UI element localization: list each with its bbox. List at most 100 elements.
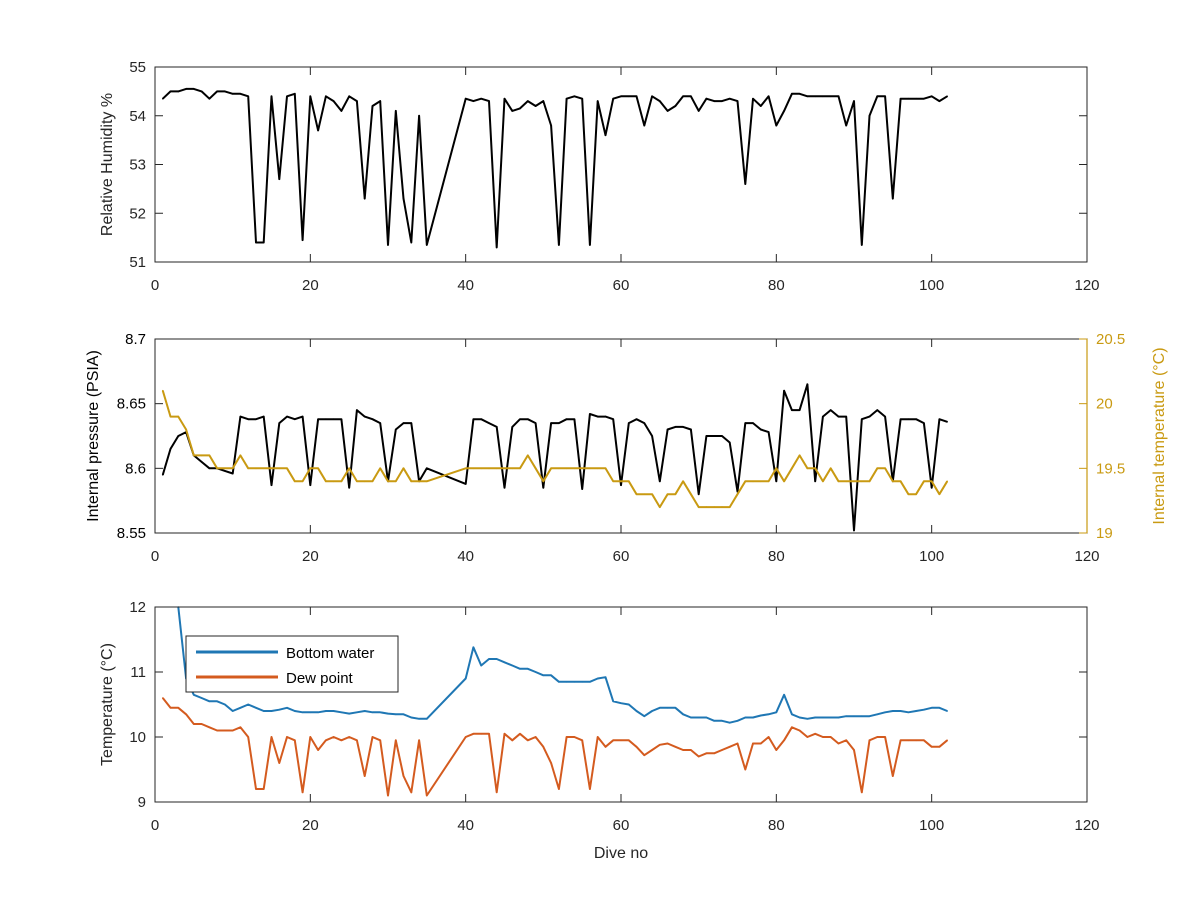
pressure-point [332, 418, 335, 421]
internal-temperature-point [659, 506, 661, 508]
dew-point-point [270, 736, 273, 738]
pressure-x-tick-label: 80 [768, 548, 785, 565]
humidity-point [690, 95, 692, 98]
pressure-point [488, 422, 490, 424]
pressure-point [286, 415, 288, 418]
internal-temperature-point [674, 493, 677, 496]
internal-temperature-point [309, 467, 312, 470]
humidity-point [270, 95, 273, 98]
pressure-point [340, 418, 343, 421]
dew-point-point [868, 739, 871, 742]
bottom-water-point [752, 716, 754, 719]
humidity-point [309, 95, 312, 98]
bottom-water-point [907, 711, 910, 714]
internal-temperature-point [853, 480, 855, 483]
internal-temperature-point [278, 467, 281, 470]
bottom-water-point [317, 711, 319, 714]
bottom-water-point [596, 677, 599, 680]
internal-temperature-point [837, 480, 840, 483]
humidity-y-tick-label: 55 [129, 59, 146, 76]
internal-temperature-point [200, 454, 203, 457]
bottom-water-point [853, 715, 855, 717]
humidity-point [915, 97, 917, 100]
humidity-point [519, 107, 521, 110]
dew-point-point [480, 733, 483, 735]
humidity-point [806, 95, 809, 98]
internal-temperature-point [558, 467, 560, 470]
humidity-point [596, 100, 599, 102]
dew-point-point [899, 739, 902, 742]
bottom-water-point [301, 711, 304, 714]
dew-point-point [247, 736, 249, 738]
dew-point-point [853, 749, 855, 751]
bottom-water-point [200, 697, 203, 699]
humidity-point [721, 100, 723, 102]
humidity-point [278, 178, 281, 180]
bottom-water-point [861, 715, 863, 717]
humidity-point [294, 93, 296, 95]
humidity-point [534, 105, 537, 107]
humidity-point [325, 95, 327, 98]
dew-point-point [938, 746, 941, 748]
dew-point-point [511, 739, 514, 742]
pressure-point [767, 431, 770, 433]
humidity-point [317, 129, 319, 132]
pressure-point [534, 422, 537, 424]
internal-temperature-point [915, 493, 917, 496]
bottom-water-point [674, 707, 677, 709]
dew-point-point [635, 746, 638, 748]
humidity-point [923, 97, 925, 100]
humidity-x-tick-label: 80 [768, 277, 785, 294]
internal-temperature-point [348, 467, 351, 470]
pressure-point [612, 418, 614, 421]
pressure-point [464, 483, 467, 485]
dew-point-point [309, 736, 312, 738]
dew-point-point [340, 739, 343, 742]
bottom-water-point [379, 711, 382, 714]
internal-temperature-point [402, 467, 405, 470]
humidity-point [930, 95, 933, 98]
internal-temperature-point [589, 467, 591, 470]
bottom-water-point [278, 708, 281, 711]
dew-point-point [426, 794, 428, 797]
pressure-x-tick-label: 60 [613, 548, 630, 565]
dew-point-point [231, 729, 234, 732]
temperature-x-tick-label: 60 [613, 817, 630, 834]
internal-temperature-point [822, 480, 824, 483]
bottom-water-point [527, 668, 529, 670]
humidity-point [899, 97, 902, 100]
pressure-point [542, 486, 545, 489]
bottom-water-point [542, 674, 545, 677]
bottom-water-point [558, 681, 560, 683]
pressure-point [527, 418, 529, 421]
internal-temperature-point [511, 467, 514, 470]
pressure-point [861, 418, 863, 421]
pressure-point [907, 418, 910, 421]
humidity-y-tick-label: 52 [129, 205, 146, 222]
humidity-point [674, 105, 677, 107]
dew-point-point [527, 739, 529, 742]
bottom-water-series-line [177, 606, 948, 724]
bottom-water-point [589, 681, 591, 683]
humidity-point [262, 241, 265, 244]
humidity-point [837, 95, 840, 98]
dew-point-point [348, 736, 351, 738]
dew-point-point [721, 749, 723, 751]
dew-point-point [612, 739, 614, 742]
pressure-point [876, 409, 879, 411]
dew-point-point [262, 788, 265, 790]
dew-point-point [387, 794, 389, 797]
internal-temperature-point [503, 467, 506, 470]
dew-point-point [829, 736, 832, 738]
internal-temperature-point [938, 493, 941, 496]
temperature-x-tick-label: 40 [457, 817, 474, 834]
internal-temperature-point [744, 480, 747, 483]
temperature-series-layer [162, 606, 948, 797]
bottom-water-point [426, 718, 428, 720]
pressure-series-layer [161, 383, 949, 532]
humidity-x-axis: 0 20 40 60 80 100 120 [151, 67, 1100, 294]
temperature-x-tick-label: 80 [768, 817, 785, 834]
humidity-point [728, 97, 731, 100]
internal-temperature-point [262, 467, 265, 470]
bottom-water-point [736, 720, 739, 722]
